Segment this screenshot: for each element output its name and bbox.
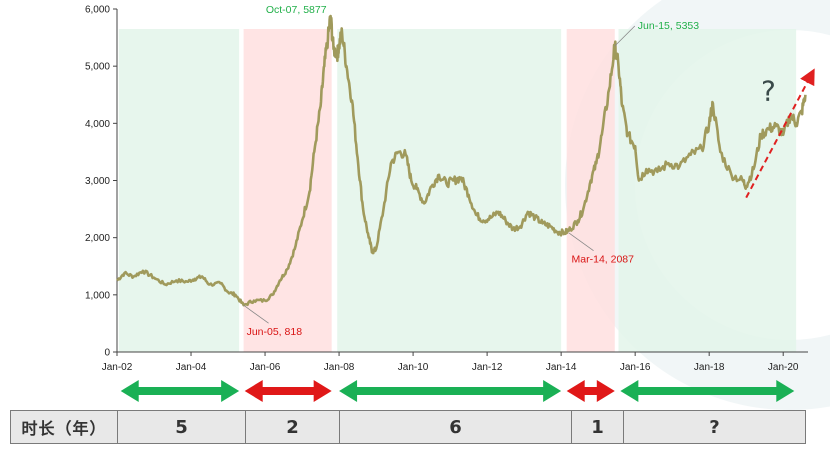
y-tick-label: 1,000 — [85, 290, 110, 301]
duration-table: 时长（年） 5 2 6 1 ? — [10, 410, 806, 444]
x-tick-label: Jan-06 — [250, 362, 281, 373]
y-tick-label: 0 — [104, 348, 110, 359]
y-tick-label: 6,000 — [85, 5, 110, 16]
duration-header-cell: 时长（年） — [10, 410, 118, 444]
y-tick-label: 4,000 — [85, 119, 110, 130]
phase-arrow-3 — [339, 380, 562, 402]
phase-arrow-2 — [244, 380, 332, 402]
x-tick-label: Jan-12 — [472, 362, 503, 373]
annotation-label: Jun-05, 818 — [247, 326, 303, 338]
annotation-label: Oct-07, 5877 — [266, 4, 327, 16]
x-tick-label: Jan-16 — [620, 362, 651, 373]
region-4 — [566, 29, 615, 353]
region-5 — [618, 29, 797, 353]
x-tick-label: Jan-14 — [546, 362, 577, 373]
duration-cell-4: 1 — [571, 410, 624, 444]
x-tick-label: Jan-18 — [694, 362, 725, 373]
chart: 0 1,000 2,000 3,000 4,000 5,000 6,000 Jan-02 Jan… — [85, 0, 830, 410]
phase-arrow-5 — [620, 380, 795, 402]
trend-arrow — [745, 68, 815, 199]
region-2 — [243, 29, 332, 353]
annotation-leader — [614, 25, 636, 47]
annotation-label: Mar-14, 2087 — [572, 254, 635, 266]
x-tick-label: Jan-10 — [398, 362, 429, 373]
phase-arrow-1 — [120, 380, 240, 402]
table-row: 时长（年） 5 2 6 1 ? — [10, 410, 806, 444]
x-tick-label: Jan-20 — [768, 362, 799, 373]
duration-cell-3: 6 — [339, 410, 572, 444]
y-tick-label: 5,000 — [85, 62, 110, 73]
duration-cell-2: 2 — [245, 410, 340, 444]
x-tick-label: Jan-02 — [102, 362, 133, 373]
annotation-leader — [243, 304, 269, 324]
annotation-leader — [568, 232, 594, 252]
y-tick-label: 2,000 — [85, 233, 110, 244]
x-tick-label: Jan-04 — [176, 362, 207, 373]
duration-cell-1: 5 — [117, 410, 246, 444]
region-3 — [337, 29, 562, 353]
y-tick-label: 3,000 — [85, 176, 110, 187]
x-tick-label: Jan-08 — [324, 362, 355, 373]
question-mark: ? — [761, 74, 776, 107]
annotation-label: Jun-15, 5353 — [638, 20, 699, 32]
index-series-line — [116, 14, 807, 307]
region-1 — [118, 29, 240, 353]
phase-arrow-4 — [566, 380, 615, 402]
duration-cell-5: ? — [623, 410, 806, 444]
